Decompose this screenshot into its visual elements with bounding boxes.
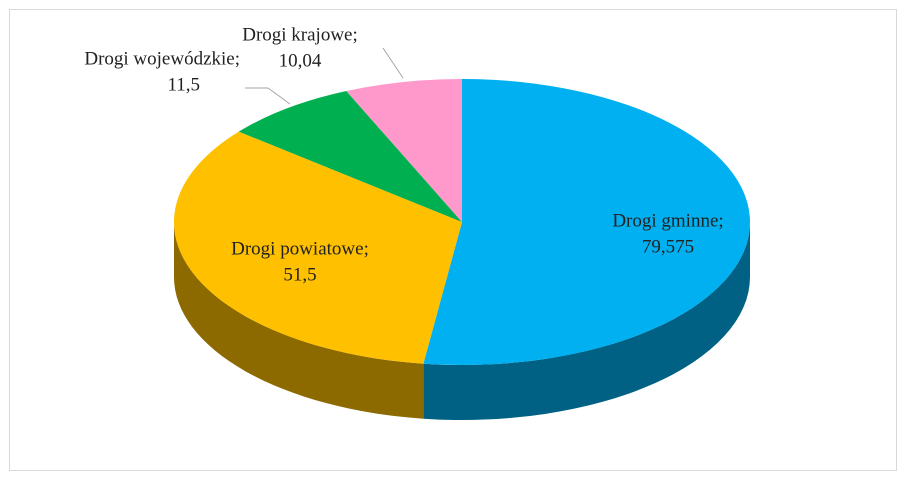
slice-value-label: 11,5 bbox=[167, 74, 200, 95]
slice-value-label: 79,575 bbox=[642, 236, 694, 257]
slice-value-label: 10,04 bbox=[279, 50, 322, 71]
leader-line bbox=[382, 47, 404, 79]
pie-tops bbox=[173, 79, 750, 365]
slice-category-label: Drogi powiatowe; bbox=[231, 238, 369, 259]
slice bbox=[238, 91, 462, 222]
slice bbox=[346, 79, 462, 222]
slice-side bbox=[174, 222, 424, 419]
pie-sides bbox=[174, 222, 750, 420]
leader-line bbox=[267, 87, 291, 105]
slice bbox=[173, 131, 462, 364]
slice-category-label: Drogi wojewódzkie; bbox=[84, 48, 240, 69]
slice bbox=[423, 79, 750, 365]
slice-category-label: Drogi krajowe; bbox=[242, 24, 358, 45]
slice-category-label: Drogi gminne; bbox=[612, 210, 723, 231]
slice-value-label: 51,5 bbox=[283, 264, 316, 285]
slice-side bbox=[423, 222, 750, 420]
labels: Drogi gminne; 79,575 Drogi powiatowe; 51,5 D… bbox=[84, 24, 723, 285]
